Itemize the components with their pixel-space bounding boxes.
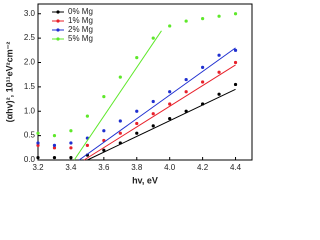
x-tick-label: 4.4 bbox=[230, 163, 242, 172]
data-point bbox=[168, 116, 172, 121]
fit-line bbox=[73, 30, 162, 161]
fit-line bbox=[87, 88, 236, 161]
data-point bbox=[135, 56, 139, 60]
data-point bbox=[69, 129, 73, 133]
data-point bbox=[184, 19, 188, 23]
y-tick-label: 2.0 bbox=[24, 58, 36, 67]
data-point bbox=[36, 131, 40, 135]
data-point bbox=[69, 146, 73, 150]
data-point bbox=[151, 112, 155, 116]
x-tick-label: 3.8 bbox=[131, 163, 143, 172]
y-tick-label: 2.5 bbox=[24, 33, 36, 42]
data-point bbox=[118, 119, 122, 123]
data-point bbox=[184, 77, 188, 82]
data-point bbox=[168, 90, 172, 94]
y-tick-label: 0.5 bbox=[24, 131, 36, 140]
data-point bbox=[168, 102, 172, 106]
data-point bbox=[52, 134, 57, 138]
x-tick-label: 3.6 bbox=[98, 163, 110, 172]
x-tick-label: 4.0 bbox=[164, 163, 176, 172]
data-point bbox=[85, 143, 89, 147]
data-point bbox=[36, 155, 40, 160]
legend-marker bbox=[56, 37, 60, 41]
legend-label: 2% Mg bbox=[68, 25, 93, 34]
data-point bbox=[135, 131, 139, 135]
fit-line bbox=[78, 47, 236, 161]
data-point bbox=[151, 99, 155, 104]
data-point bbox=[85, 114, 89, 118]
data-point bbox=[69, 155, 73, 160]
data-point bbox=[201, 80, 205, 84]
data-point bbox=[135, 121, 139, 126]
data-point bbox=[233, 60, 238, 65]
data-point bbox=[52, 143, 57, 147]
data-point bbox=[36, 141, 40, 145]
y-tick-label: 0.0 bbox=[24, 155, 36, 164]
y-tick-label: 1.5 bbox=[24, 82, 36, 91]
legend-marker bbox=[56, 28, 60, 32]
data-point bbox=[52, 155, 57, 160]
data-point bbox=[233, 82, 238, 87]
y-axis-label: (αhv)², 10¹¹eV²cm⁻² bbox=[4, 42, 14, 123]
data-point bbox=[135, 109, 139, 113]
legend-marker bbox=[56, 10, 60, 14]
data-point bbox=[217, 92, 221, 96]
legend-marker bbox=[56, 19, 60, 23]
data-point bbox=[151, 36, 155, 40]
data-point bbox=[102, 129, 106, 133]
chart: hv, eV (αhv)², 10¹¹eV²cm⁻² 0.0 0.5 1.0 1.5 2… bbox=[4, 3, 253, 185]
x-tick-label: 3.2 bbox=[32, 163, 44, 172]
data-point bbox=[217, 70, 221, 74]
legend-label: 0% Mg bbox=[68, 7, 93, 16]
data-point bbox=[118, 131, 122, 135]
x-axis-label: hv, eV bbox=[132, 175, 158, 185]
data-point bbox=[102, 95, 106, 99]
data-point bbox=[52, 146, 57, 150]
data-point bbox=[102, 148, 106, 152]
plot-frame bbox=[37, 3, 253, 161]
data-point bbox=[151, 124, 155, 128]
data-point bbox=[36, 143, 40, 147]
data-point bbox=[118, 75, 122, 79]
data-point bbox=[201, 17, 205, 21]
data-point bbox=[184, 90, 188, 94]
x-tick-label: 4.2 bbox=[197, 163, 209, 172]
data-point bbox=[201, 65, 205, 69]
y-tick-label: 3.0 bbox=[24, 9, 36, 18]
legend-label: 1% Mg bbox=[68, 16, 93, 25]
y-tick-label: 1.0 bbox=[24, 106, 36, 115]
data-point bbox=[217, 53, 221, 57]
fit-line bbox=[83, 64, 236, 161]
x-tick-label: 3.4 bbox=[65, 163, 77, 172]
data-point bbox=[233, 12, 238, 16]
data-point bbox=[168, 24, 172, 28]
legend-label: 5% Mg bbox=[68, 34, 93, 43]
data-point bbox=[233, 48, 238, 52]
data-point bbox=[69, 141, 73, 145]
data-point bbox=[217, 14, 221, 18]
